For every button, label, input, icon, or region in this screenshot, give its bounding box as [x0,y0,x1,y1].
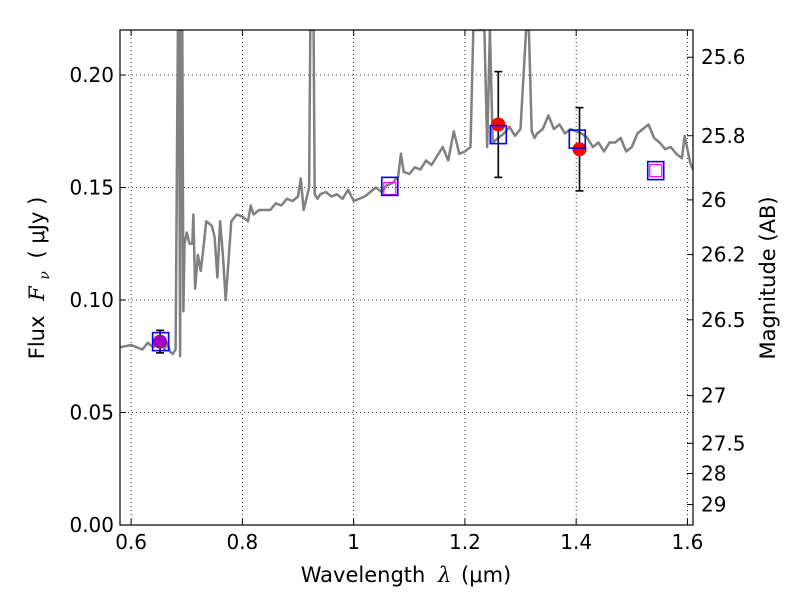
y-tick-label: 0.20 [69,63,114,87]
y2-tick-label: 27.5 [701,431,746,455]
y2-tick-label: 28 [701,461,726,485]
x-tick-label: 1.2 [449,530,481,554]
blue-square-marker [568,129,587,149]
y2-tick-label: 29 [701,493,726,517]
y2-tick-label: 26.2 [701,243,746,267]
magenta-square-marker [649,164,663,178]
x-tick-label: 1.6 [672,530,704,554]
axis-ticks: 0.6 0.8 1 1.2 1.4 1.6 0.00 0.05 0.10 0.15 0.20 25.6… [69,30,746,554]
y2-axis-label: Magnitude (AB) [756,196,780,359]
x-tick-label: 1 [347,530,360,554]
blue-square-marker [381,176,399,197]
plot-frame [119,29,694,526]
spectrum-line [120,30,693,358]
spectrum-series [120,30,693,358]
y-tick-label: 0.00 [69,513,114,537]
blue-square-marker [646,160,665,181]
y2-tick-label: 25.8 [701,124,746,148]
y2-tick-label: 26 [701,188,726,212]
y-tick-label: 0.15 [69,176,114,200]
y-axis-label: Flux F ν ( μJy ) [25,197,54,360]
y-tick-label: 0.05 [69,401,114,425]
y-tick-label: 0.10 [69,288,114,312]
x-tick-label: 1.4 [560,530,592,554]
y2-tick-label: 27 [701,384,726,408]
x-tick-label: 0.6 [115,530,147,554]
photometry-points [151,70,665,354]
red-data-point [491,117,506,132]
blue-square-marker [151,331,170,352]
red-data-point [572,142,587,157]
y2-tick-label: 26.5 [701,308,746,332]
y2-tick-label: 25.6 [701,45,746,69]
x-tick-label: 0.8 [226,530,258,554]
x-axis-label: Wavelength λ (μm) [301,563,511,587]
red-data-point [153,334,168,349]
grid [120,30,693,526]
blue-square-marker [489,124,508,145]
